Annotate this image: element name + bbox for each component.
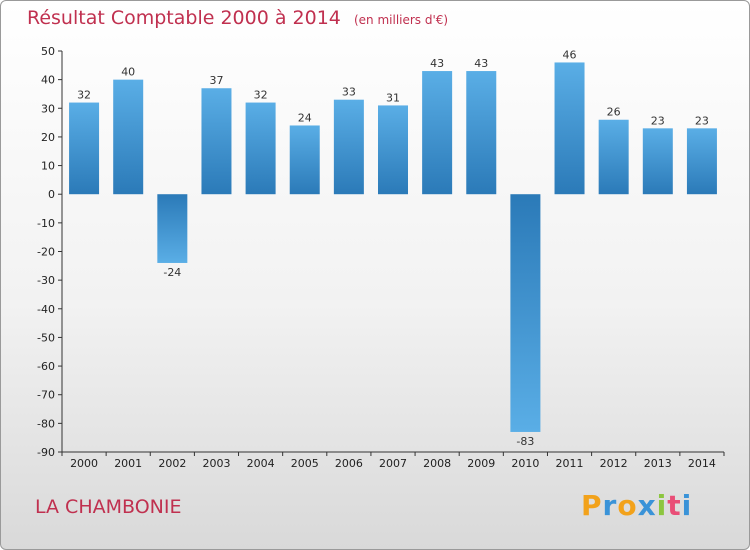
y-tick-label: -80 bbox=[37, 417, 55, 430]
y-tick-label: -20 bbox=[37, 246, 55, 259]
x-tick-label: 2000 bbox=[70, 457, 98, 470]
value-label-2008: 43 bbox=[430, 57, 444, 70]
x-tick-label: 2006 bbox=[335, 457, 363, 470]
value-label-2012: 26 bbox=[607, 106, 621, 119]
logo-letter: P bbox=[581, 489, 603, 522]
value-label-2001: 40 bbox=[121, 66, 135, 79]
bar-2004 bbox=[245, 102, 276, 195]
proxiti-logo: Proxiti bbox=[581, 489, 692, 522]
bar-2010 bbox=[510, 194, 541, 432]
value-label-2007: 31 bbox=[386, 91, 400, 104]
bar-2007 bbox=[378, 105, 408, 195]
value-label-2011: 46 bbox=[563, 48, 577, 61]
logo-letter: x bbox=[637, 489, 657, 522]
x-tick-label: 2012 bbox=[600, 457, 628, 470]
value-label-2000: 32 bbox=[77, 89, 91, 102]
y-tick-label: -60 bbox=[37, 360, 55, 373]
y-tick-label: -70 bbox=[37, 389, 55, 402]
x-tick-label: 2001 bbox=[114, 457, 142, 470]
bar-2014 bbox=[686, 128, 717, 195]
value-label-2004: 32 bbox=[254, 89, 268, 102]
y-tick-label: -10 bbox=[37, 217, 55, 230]
bar-2006 bbox=[333, 99, 364, 195]
chart-title: Résultat Comptable 2000 à 2014 bbox=[27, 7, 341, 29]
bar-2012 bbox=[598, 119, 629, 195]
logo-letter: t bbox=[667, 489, 682, 522]
bar-2002 bbox=[157, 194, 188, 263]
commune-name: LA CHAMBONIE bbox=[35, 496, 182, 518]
value-label-2009: 43 bbox=[474, 57, 488, 70]
y-tick-label: -30 bbox=[37, 274, 55, 287]
logo-letter: i bbox=[681, 489, 693, 522]
logo-letter: o bbox=[617, 489, 638, 522]
y-tick-label: 50 bbox=[41, 45, 55, 58]
x-tick-label: 2013 bbox=[644, 457, 672, 470]
y-tick-label: 10 bbox=[41, 160, 55, 173]
x-tick-label: 2011 bbox=[556, 457, 584, 470]
value-label-2014: 23 bbox=[695, 114, 709, 127]
bar-2000 bbox=[69, 102, 100, 195]
x-tick-label: 2007 bbox=[379, 457, 407, 470]
x-tick-label: 2004 bbox=[247, 457, 275, 470]
logo-letter: i bbox=[656, 489, 668, 522]
value-label-2002: -24 bbox=[163, 266, 181, 279]
logo-letter: r bbox=[602, 489, 618, 522]
x-tick-label: 2003 bbox=[202, 457, 230, 470]
value-label-2010: -83 bbox=[516, 435, 534, 448]
chart-title-row: Résultat Comptable 2000 à 2014 (en milli… bbox=[27, 7, 448, 29]
value-label-2013: 23 bbox=[651, 114, 665, 127]
y-tick-label: -50 bbox=[37, 331, 55, 344]
bar-2008 bbox=[422, 71, 453, 195]
chart-subtitle: (en milliers d'€) bbox=[353, 13, 449, 27]
x-tick-label: 2009 bbox=[467, 457, 495, 470]
bar-2005 bbox=[289, 125, 320, 195]
x-tick-label: 2010 bbox=[511, 457, 539, 470]
y-tick-label: -90 bbox=[37, 446, 55, 459]
y-tick-label: 40 bbox=[41, 74, 55, 87]
x-tick-label: 2008 bbox=[423, 457, 451, 470]
y-tick-label: -40 bbox=[37, 303, 55, 316]
x-tick-label: 2014 bbox=[688, 457, 716, 470]
x-tick-label: 2005 bbox=[291, 457, 319, 470]
bar-2011 bbox=[554, 62, 585, 195]
bar-2001 bbox=[113, 79, 144, 195]
x-tick-label: 2002 bbox=[158, 457, 186, 470]
bar-2013 bbox=[642, 128, 673, 195]
value-label-2005: 24 bbox=[298, 111, 312, 124]
value-label-2006: 33 bbox=[342, 86, 356, 99]
y-tick-label: 20 bbox=[41, 131, 55, 144]
y-tick-label: 30 bbox=[41, 102, 55, 115]
bar-2009 bbox=[466, 71, 497, 195]
bar-2003 bbox=[201, 88, 232, 195]
y-tick-label: 0 bbox=[48, 188, 55, 201]
value-label-2003: 37 bbox=[209, 74, 223, 87]
